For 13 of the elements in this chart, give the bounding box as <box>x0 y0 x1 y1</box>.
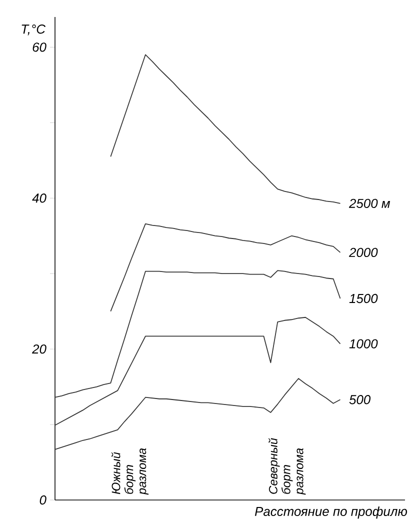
annotation: Южный борт разлома <box>111 448 149 495</box>
y-tick-label: 60 <box>32 42 46 52</box>
series-label: 500 <box>349 395 371 404</box>
series-label: 2000 <box>348 248 378 258</box>
x-axis-title: Расстояние по профилю <box>254 506 408 519</box>
y-tick-label: 0 <box>40 495 46 505</box>
series-label: 1500 <box>349 294 378 304</box>
series-label: 2500 м <box>348 198 390 208</box>
y-tick-label: 40 <box>32 194 46 203</box>
y-tick-label: 20 <box>32 344 46 354</box>
annotation: Северный борт разлома <box>268 438 306 495</box>
y-axis-title: T,°C <box>22 24 46 36</box>
series-label: 1000 <box>349 339 378 348</box>
